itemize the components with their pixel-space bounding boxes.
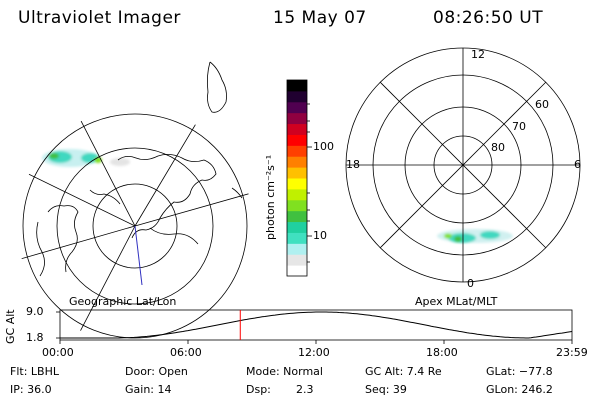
- altitude-curve: [60, 311, 573, 339]
- geo-panel-label: Geographic Lat/Lon: [69, 295, 177, 308]
- colorbar-tick-100: 100: [313, 140, 334, 153]
- ip-info: IP: 36.0: [10, 383, 52, 396]
- x-tick-2359: 23:59: [556, 346, 588, 359]
- time-label: 08:26:50 UT: [433, 8, 544, 28]
- mlt-label-18: 18: [346, 158, 360, 171]
- colorbar-stripe: [287, 167, 307, 179]
- altitude-ymin: 1.8: [26, 331, 44, 344]
- date-label: 15 May 07: [273, 8, 367, 28]
- dsp-value: 2.3: [296, 383, 314, 396]
- colorbar-stripe: [287, 101, 307, 114]
- mode-info: Mode: Normal: [246, 365, 323, 378]
- glon-info: GLon: 246.2: [486, 383, 553, 396]
- altitude-ylabel: GC Alt: [4, 309, 17, 344]
- mlt-label-6: 6: [574, 158, 581, 171]
- altitude-plot: [56, 309, 573, 344]
- colorbar-stripe: [287, 199, 307, 212]
- altitude-ymax: 9.0: [26, 305, 44, 318]
- colorbar-stripe: [287, 123, 307, 135]
- colorbar-unit-label: photon cm⁻²s⁻¹: [264, 154, 277, 240]
- colorbar-stripe: [287, 80, 307, 92]
- gain-info: Gain: 14: [125, 383, 172, 396]
- colorbar-stripe: [287, 156, 307, 168]
- colorbar-stripe: [287, 221, 307, 233]
- apex-map: [345, 47, 581, 283]
- colorbar-stripe: [287, 254, 307, 266]
- mlat-label-70: 70: [512, 120, 526, 133]
- colorbar-stripe: [287, 90, 307, 103]
- aurora-oval-geo: [42, 149, 130, 167]
- greenland-coast: [206, 61, 227, 113]
- x-tick-0600: 06:00: [170, 346, 202, 359]
- meridian-lines: [17, 108, 253, 344]
- colorbar-stripe: [287, 232, 307, 244]
- colorbar-ticks: [307, 103, 312, 263]
- colorbar-stripe: [287, 188, 307, 201]
- x-tick-1800: 18:00: [426, 346, 458, 359]
- mlt-label-12: 12: [471, 48, 485, 61]
- colorbar-stripe: [287, 145, 307, 157]
- x-tick-1200: 12:00: [298, 346, 330, 359]
- app-title: Ultraviolet Imager: [18, 8, 181, 28]
- geographic-map: [17, 61, 253, 344]
- colorbar: [287, 80, 307, 277]
- colorbar-stripe: [287, 134, 307, 146]
- aurora-oval-apex: [437, 229, 513, 243]
- filter-info: Flt: LBHL: [10, 365, 59, 378]
- dsp-label: Dsp:: [246, 383, 271, 396]
- colorbar-tick-10: 10: [313, 229, 327, 242]
- colorbar-stripe: [287, 243, 307, 255]
- glat-info: GLat: −77.8: [486, 365, 553, 378]
- coastlines: [36, 154, 217, 277]
- colorbar-stripe: [287, 265, 307, 277]
- altitude-x-ticks: [56, 311, 573, 344]
- sun-direction-line: [134, 225, 143, 286]
- apex-panel-label: Apex MLat/MLT: [415, 295, 498, 308]
- mlat-label-80: 80: [491, 141, 505, 154]
- x-tick-0000: 00:00: [42, 346, 74, 359]
- seq-info: Seq: 39: [365, 383, 407, 396]
- colorbar-stripe: [287, 210, 307, 223]
- door-info: Door: Open: [125, 365, 188, 378]
- mlat-label-60: 60: [535, 98, 549, 111]
- gc-alt-info: GC Alt: 7.4 Re: [365, 365, 442, 378]
- colorbar-stripe: [287, 112, 307, 125]
- colorbar-stripe: [287, 178, 307, 190]
- mlt-label-0: 0: [467, 277, 474, 290]
- latitude-circles: [22, 113, 248, 339]
